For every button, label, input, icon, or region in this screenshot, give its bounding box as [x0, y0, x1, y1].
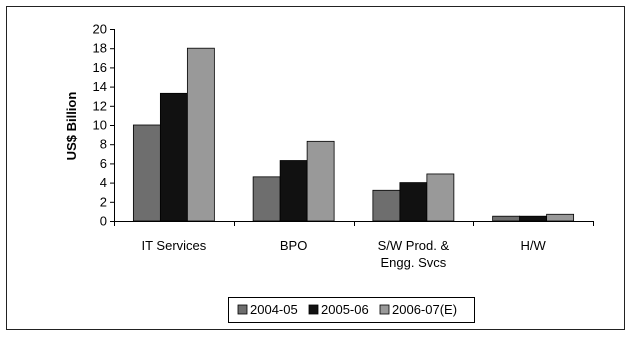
- legend-box: [228, 297, 475, 323]
- y-tick-label: 8: [100, 137, 107, 152]
- x-tick-label: IT Services: [141, 238, 206, 253]
- bar-2004-05-BPO: [252, 176, 281, 222]
- bar-2006-07(E)-IT Services: [186, 47, 215, 222]
- y-tick-label: 4: [100, 175, 107, 190]
- legend-label: 2005-06: [321, 302, 369, 317]
- bar-2006-07(E)-S/W Prod. & Engg. Svcs: [426, 173, 455, 222]
- bar-2006-07(E)-H/W: [546, 213, 575, 222]
- x-tick-label: H/W: [520, 238, 546, 253]
- bar-2004-05-IT Services: [132, 124, 161, 222]
- legend: 2004-05 2005-06 2006-07(E): [228, 297, 475, 323]
- legend-label: 2006-07(E): [392, 302, 457, 317]
- legend-swatch: [379, 304, 390, 315]
- y-tick-label: 12: [93, 98, 107, 113]
- y-tick-label: 18: [93, 41, 107, 56]
- y-tick-label: 0: [100, 214, 107, 229]
- y-tick-label: 16: [93, 60, 107, 75]
- legend-swatch: [237, 304, 248, 315]
- bar-2005-06-H/W: [519, 215, 548, 222]
- bars: [132, 47, 575, 222]
- legend-label: 2004-05: [250, 302, 298, 317]
- y-axis-label: US$ Billion: [64, 92, 79, 161]
- bar-2006-07(E)-BPO: [306, 140, 335, 222]
- bar-2004-05-S/W Prod. & Engg. Svcs: [372, 189, 401, 222]
- bar-2004-05-H/W: [492, 215, 521, 222]
- y-tick-label: 10: [93, 118, 107, 133]
- x-axis-ticks: IT Services BPO S/W Prod. & Engg. Svcs H/W: [114, 221, 594, 270]
- axes: [114, 29, 593, 222]
- legend-swatch: [308, 304, 319, 315]
- bar-2005-06-S/W Prod. & Engg. Svcs: [399, 182, 428, 222]
- y-tick-label: 20: [93, 22, 107, 37]
- y-tick-label: 2: [100, 194, 107, 209]
- x-tick-label: Engg. Svcs: [380, 255, 446, 270]
- x-tick-label: S/W Prod. &: [378, 238, 450, 253]
- x-tick-label: BPO: [280, 238, 307, 253]
- bar-2005-06-IT Services: [159, 92, 188, 222]
- y-tick-label: 14: [93, 79, 107, 94]
- bar-2005-06-BPO: [279, 160, 308, 222]
- y-tick-label: 6: [100, 156, 107, 171]
- y-axis-ticks: 0 2 4 6 8 10 12 14 16 18 20: [93, 22, 114, 229]
